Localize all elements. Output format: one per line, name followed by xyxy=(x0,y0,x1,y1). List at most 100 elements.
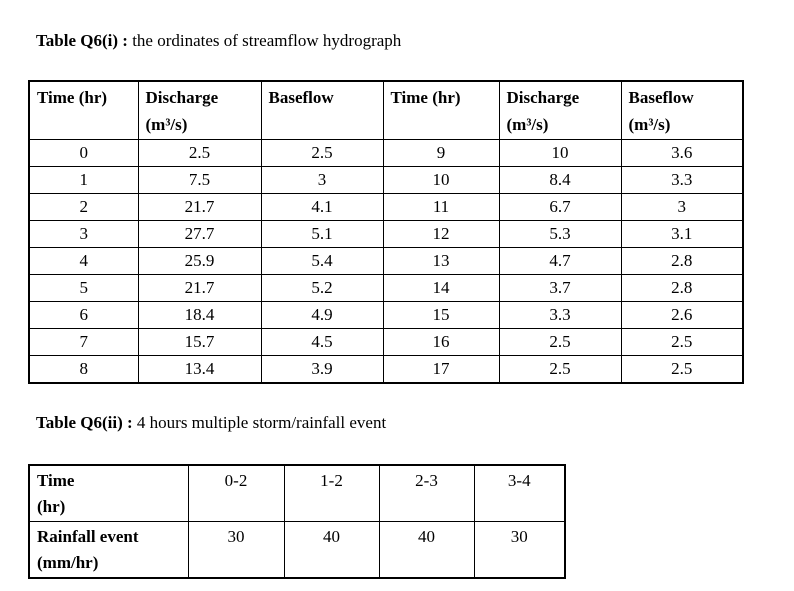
label-line: (mm/hr) xyxy=(37,553,99,572)
table-cell: 21.7 xyxy=(137,193,262,221)
rainfall-time-row: Time (hr) 0-2 1-2 2-3 3-4 xyxy=(28,464,566,522)
label-line: Time xyxy=(37,471,75,490)
table-cell: 9 xyxy=(382,139,500,167)
header-line: (m³/s) xyxy=(506,115,549,134)
table2-title: Table Q6(ii) : 4 hours multiple storm/ra… xyxy=(28,384,794,433)
table-cell: 4.5 xyxy=(260,328,384,356)
table-row: 5 21.7 5.2 14 3.7 2.8 xyxy=(28,274,744,302)
table-cell: 4.9 xyxy=(260,301,384,329)
rainfall-event-row: Rainfall event (mm/hr) 30 40 40 30 xyxy=(28,521,566,579)
header-line: Baseflow xyxy=(268,88,334,107)
table-row: 0 2.5 2.5 9 10 3.6 xyxy=(28,139,744,167)
header-line: Time (hr) xyxy=(37,88,108,107)
table2-title-rest: 4 hours multiple storm/rainfall event xyxy=(132,413,387,432)
table-cell: 4.1 xyxy=(260,193,384,221)
table-row: 8 13.4 3.9 17 2.5 2.5 xyxy=(28,355,744,384)
table-cell: 2.5 xyxy=(620,328,744,356)
table-cell: 25.9 xyxy=(137,247,262,275)
table-cell: 12 xyxy=(382,220,500,248)
table-cell: 7.5 xyxy=(137,166,262,194)
table-cell: 3.6 xyxy=(620,139,744,167)
table-cell: 4 xyxy=(28,247,139,275)
header-baseflow-2: Baseflow (m³/s) xyxy=(620,80,744,140)
table-cell: 11 xyxy=(382,193,500,221)
label-line: Rainfall event xyxy=(37,527,139,546)
header-baseflow-1: Baseflow xyxy=(260,80,384,140)
table-cell: 13 xyxy=(382,247,500,275)
table-cell: 5 xyxy=(28,274,139,302)
table-cell: 18.4 xyxy=(137,301,262,329)
table-row: 1 7.5 3 10 8.4 3.3 xyxy=(28,166,744,194)
table-cell: 3-4 xyxy=(473,464,566,522)
table-cell: 3.7 xyxy=(498,274,622,302)
table-cell: 40 xyxy=(378,521,475,579)
header-line: Baseflow xyxy=(628,88,694,107)
table-cell: 1 xyxy=(28,166,139,194)
table-cell: 2.5 xyxy=(137,139,262,167)
table-cell: 5.1 xyxy=(260,220,384,248)
table-cell: 3.3 xyxy=(498,301,622,329)
header-line: Discharge xyxy=(506,88,580,107)
table-cell: 1-2 xyxy=(283,464,380,522)
table-cell: 2.5 xyxy=(620,355,744,384)
table-cell: 5.4 xyxy=(260,247,384,275)
table-cell: 2.6 xyxy=(620,301,744,329)
label-line: (hr) xyxy=(37,497,66,516)
header-line: (m³/s) xyxy=(145,115,188,134)
table-cell: 6.7 xyxy=(498,193,622,221)
rainfall-table: Time (hr) 0-2 1-2 2-3 3-4 Rainfall event… xyxy=(28,464,566,579)
table-row: 4 25.9 5.4 13 4.7 2.8 xyxy=(28,247,744,275)
table-cell: 2.5 xyxy=(498,328,622,356)
table-cell: 2.5 xyxy=(260,139,384,167)
rainfall-event-label: Rainfall event (mm/hr) xyxy=(28,521,189,579)
table-cell: 21.7 xyxy=(137,274,262,302)
table-cell: 30 xyxy=(473,521,566,579)
table-cell: 14 xyxy=(382,274,500,302)
table-cell: 3.1 xyxy=(620,220,744,248)
table-cell: 3 xyxy=(620,193,744,221)
table-cell: 7 xyxy=(28,328,139,356)
table-cell: 10 xyxy=(382,166,500,194)
table-cell: 16 xyxy=(382,328,500,356)
table-cell: 2.8 xyxy=(620,274,744,302)
table-cell: 17 xyxy=(382,355,500,384)
header-discharge-2: Discharge (m³/s) xyxy=(498,80,622,140)
table-cell: 2 xyxy=(28,193,139,221)
table-cell: 10 xyxy=(498,139,622,167)
table-cell: 0-2 xyxy=(187,464,285,522)
table-cell: 40 xyxy=(283,521,380,579)
header-line: (m³/s) xyxy=(628,115,671,134)
table2-title-bold: Table Q6(ii) : xyxy=(36,413,133,432)
table1-title-bold: Table Q6(i) : xyxy=(36,31,128,50)
header-line: Discharge xyxy=(145,88,219,107)
table-cell: 3.9 xyxy=(260,355,384,384)
table-cell: 2.5 xyxy=(498,355,622,384)
table1-title-rest: the ordinates of streamflow hydrograph xyxy=(127,31,402,50)
table1-body: 0 2.5 2.5 9 10 3.6 1 7.5 3 10 8.4 3.3 2 21.7 4.1 11 6.7 3… xyxy=(28,139,744,384)
table-cell: 5.3 xyxy=(498,220,622,248)
table-row: 7 15.7 4.5 16 2.5 2.5 xyxy=(28,328,744,356)
table-cell: 3.3 xyxy=(620,166,744,194)
table-cell: 5.2 xyxy=(260,274,384,302)
hydrograph-table: Time (hr) Discharge (m³/s) Baseflow Time… xyxy=(28,80,744,384)
table-cell: 2-3 xyxy=(378,464,475,522)
header-time-1: Time (hr) xyxy=(28,80,139,140)
header-line: Time (hr) xyxy=(390,88,461,107)
table-row: 3 27.7 5.1 12 5.3 3.1 xyxy=(28,220,744,248)
table-cell: 6 xyxy=(28,301,139,329)
header-discharge-1: Discharge (m³/s) xyxy=(137,80,262,140)
table1-title: Table Q6(i) : the ordinates of streamflo… xyxy=(28,0,794,51)
table-cell: 4.7 xyxy=(498,247,622,275)
table-cell: 0 xyxy=(28,139,139,167)
table-cell: 30 xyxy=(187,521,285,579)
table-cell: 2.8 xyxy=(620,247,744,275)
table-cell: 8.4 xyxy=(498,166,622,194)
table-cell: 27.7 xyxy=(137,220,262,248)
table-cell: 3 xyxy=(28,220,139,248)
table-cell: 15.7 xyxy=(137,328,262,356)
table-cell: 15 xyxy=(382,301,500,329)
table-row: 6 18.4 4.9 15 3.3 2.6 xyxy=(28,301,744,329)
table-cell: 8 xyxy=(28,355,139,384)
table-cell: 3 xyxy=(260,166,384,194)
